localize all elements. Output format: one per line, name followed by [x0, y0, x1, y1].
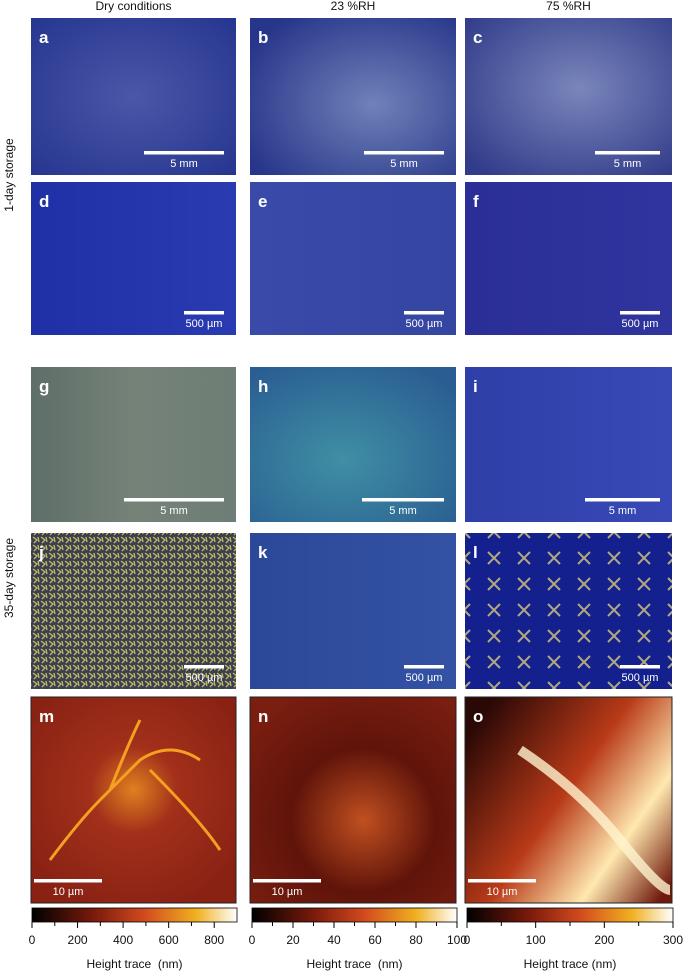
panel-letter: i — [473, 377, 478, 396]
scale-bar-label: 5 mm — [170, 158, 198, 170]
colorbar — [466, 907, 674, 923]
panel-letter: n — [258, 707, 268, 726]
column-header: 75 %RH — [546, 0, 591, 13]
scale-bar — [620, 665, 660, 669]
image-panel — [31, 18, 236, 175]
scale-bar-label: 500 µm — [406, 672, 443, 684]
scale-bar-label: 10 µm — [272, 886, 303, 898]
panel-letter: b — [258, 28, 268, 47]
image-panel — [250, 182, 456, 335]
image-panel — [464, 696, 673, 904]
scale-bar-label: 10 µm — [53, 886, 84, 898]
panel-letter: e — [258, 192, 267, 211]
scale-bar — [144, 151, 224, 155]
colorbar-label: Height trace (nm) — [306, 957, 402, 971]
colorbar-tick-label: 300 — [663, 933, 683, 947]
colorbar-tick-label: 40 — [327, 933, 341, 947]
panel-letter: g — [39, 377, 49, 396]
scale-bar-label: 500 µm — [186, 318, 223, 330]
colorbar — [251, 907, 458, 923]
colorbar-label: Height trace (nm) — [524, 957, 617, 971]
panel-letter: a — [39, 28, 49, 47]
colorbar — [31, 907, 238, 923]
image-panel — [465, 367, 672, 522]
scale-bar — [364, 151, 444, 155]
panel-letter: k — [258, 543, 268, 562]
afm-feature — [48, 719, 222, 861]
image-panel — [249, 696, 457, 904]
panel-letter: l — [473, 543, 478, 562]
image-panel — [31, 182, 236, 335]
panel-letter: o — [473, 707, 483, 726]
scale-bar-label: 5 mm — [390, 158, 418, 170]
image-panel — [31, 533, 236, 689]
colorbar-tick-label: 20 — [286, 933, 300, 947]
scale-bar — [620, 311, 660, 315]
scale-bar — [253, 879, 321, 883]
panel-letter: h — [258, 377, 268, 396]
scale-bar — [184, 665, 224, 669]
scale-bar-label: 5 mm — [609, 505, 637, 517]
image-panel — [465, 533, 672, 689]
colorbar-tick-label: 400 — [113, 933, 133, 947]
colorbar-tick-label: 80 — [409, 933, 423, 947]
scale-bar — [362, 498, 444, 502]
image-panel — [250, 18, 456, 175]
panel-letter: d — [39, 192, 49, 211]
scale-bar-label: 5 mm — [160, 505, 188, 517]
row-label: 35-day storage — [2, 538, 16, 618]
scale-bar — [585, 498, 660, 502]
image-panel — [465, 18, 672, 175]
scale-bar — [404, 311, 444, 315]
colorbar-tick-label: 0 — [249, 933, 256, 947]
colorbar-label: Height trace (nm) — [86, 957, 182, 971]
scale-bar-label: 500 µm — [186, 672, 223, 684]
image-panel — [31, 367, 236, 522]
scale-bar — [34, 879, 102, 883]
scale-bar-label: 5 mm — [389, 505, 417, 517]
scale-bar-label: 500 µm — [406, 318, 443, 330]
afm-feature — [517, 745, 672, 895]
scale-bar-label: 10 µm — [487, 886, 518, 898]
colorbar-tick-label: 0 — [29, 933, 36, 947]
colorbar-tick-label: 100 — [526, 933, 546, 947]
panel-letter: c — [473, 28, 482, 47]
scale-bar — [404, 665, 444, 669]
row-label: 1-day storage — [2, 138, 16, 212]
colorbar-tick-label: 800 — [204, 933, 224, 947]
panel-letter: f — [473, 192, 479, 211]
colorbar-tick-label: 600 — [159, 933, 179, 947]
panel-letter: m — [39, 707, 54, 726]
image-panel — [250, 533, 456, 689]
panel-letter: j — [38, 543, 44, 562]
column-header: 23 %RH — [331, 0, 376, 13]
scale-bar — [184, 311, 224, 315]
column-header: Dry conditions — [95, 0, 171, 13]
image-panel — [465, 182, 672, 335]
scale-bar — [124, 498, 224, 502]
scale-bar-label: 500 µm — [622, 672, 659, 684]
colorbar-tick-label: 0 — [464, 933, 471, 947]
colorbar-tick-label: 200 — [594, 933, 614, 947]
image-panel — [30, 696, 237, 904]
scale-bar — [468, 879, 536, 883]
colorbar-tick-label: 200 — [68, 933, 88, 947]
colorbar-tick-label: 60 — [368, 933, 382, 947]
scale-bar-label: 500 µm — [622, 318, 659, 330]
colorbar-tick-label: 100 — [447, 933, 467, 947]
scale-bar-label: 5 mm — [614, 158, 642, 170]
image-panel — [250, 367, 456, 522]
scale-bar — [595, 151, 660, 155]
